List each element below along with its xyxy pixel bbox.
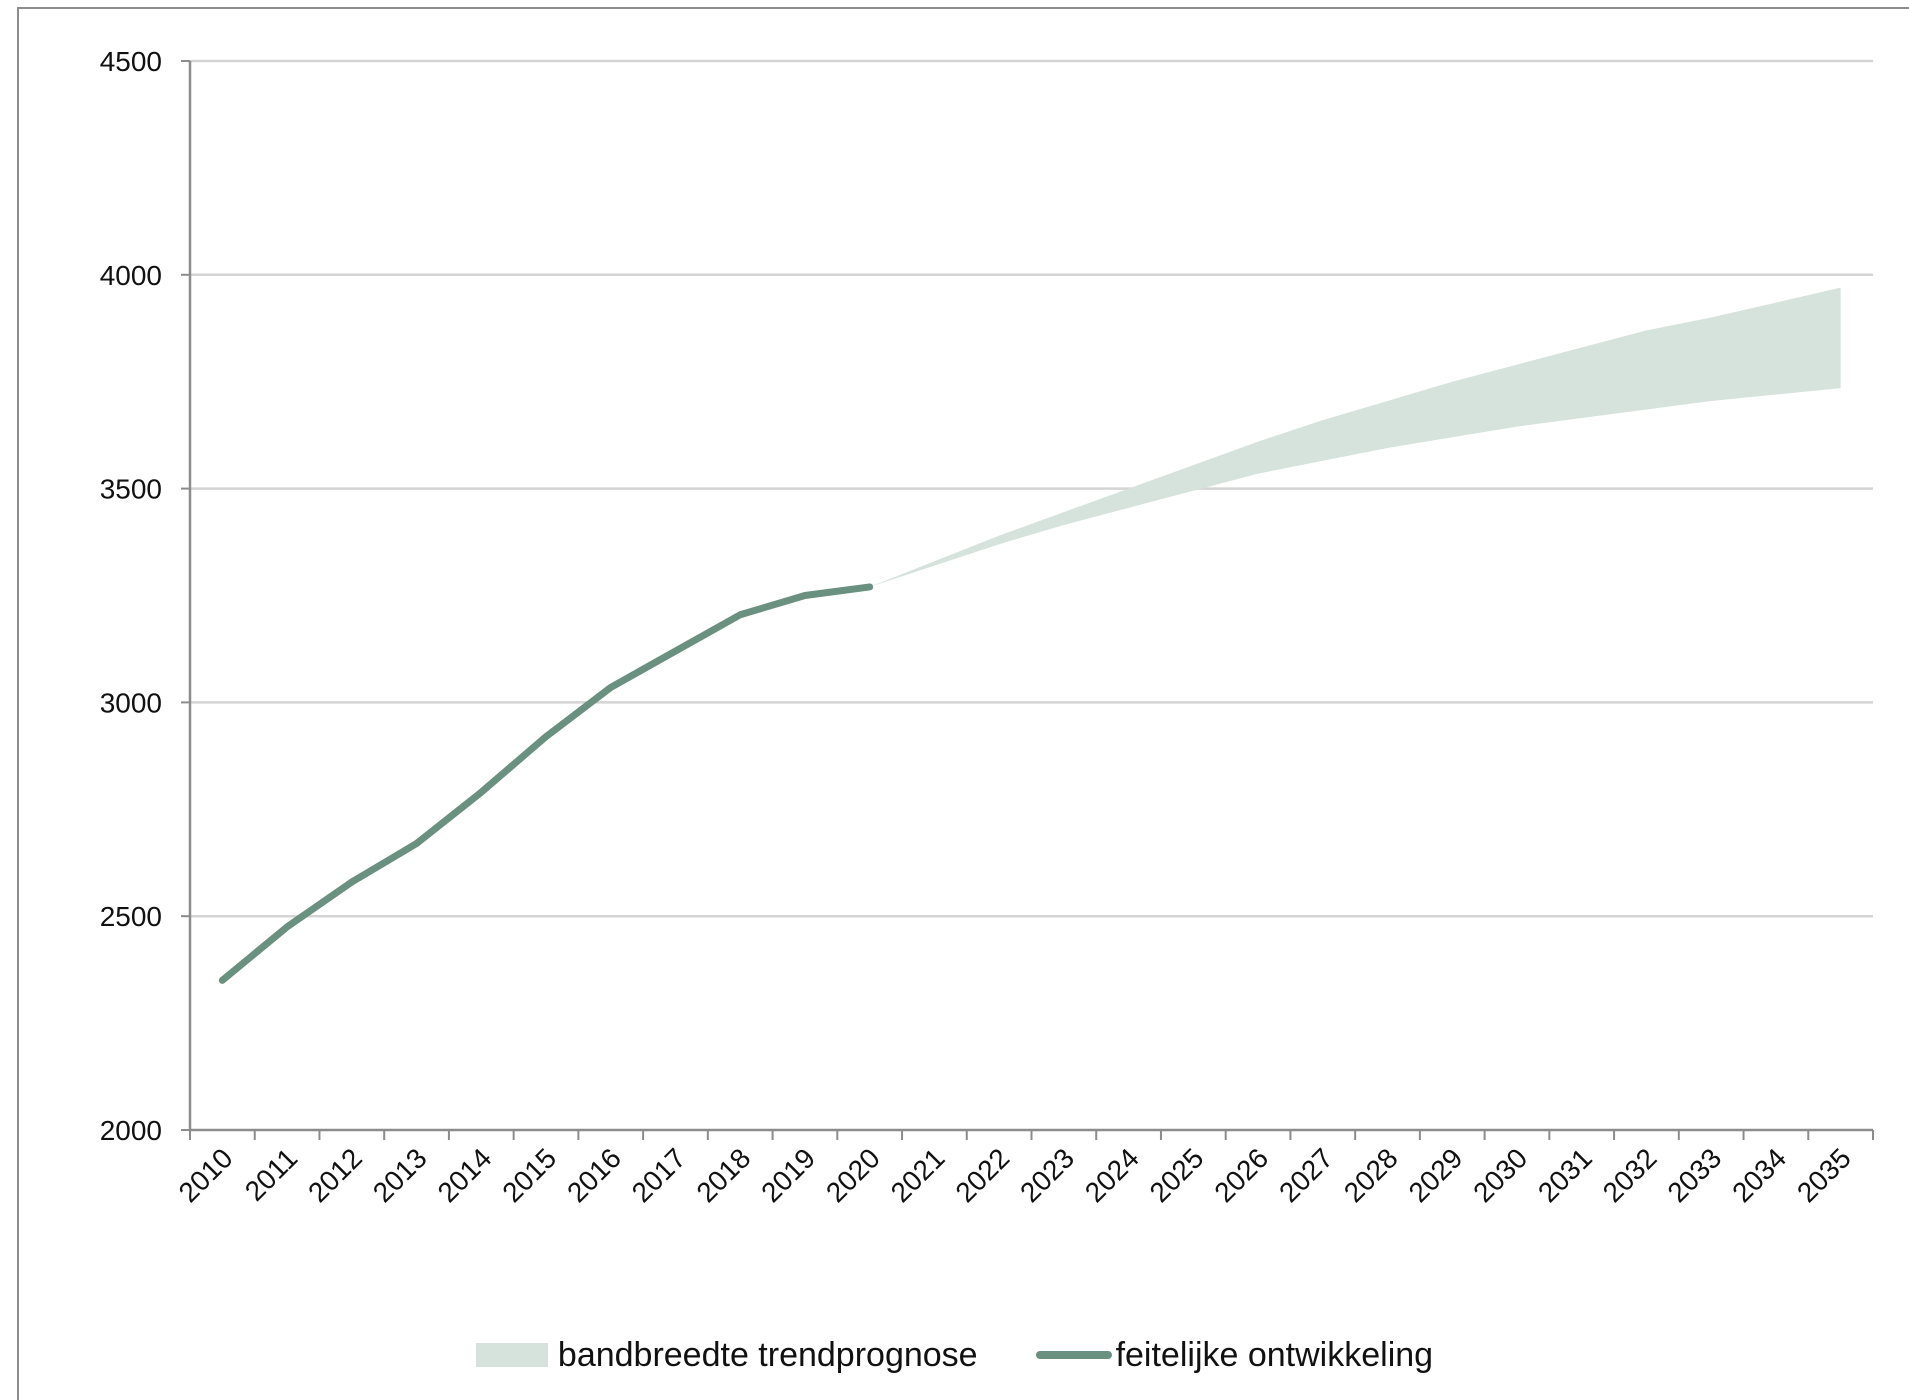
prognosis-band: [869, 287, 1841, 587]
x-tick-label-2024: 2024: [1079, 1142, 1145, 1208]
data-point-2015: [543, 733, 550, 740]
y-tick-label-3500: 3500: [100, 474, 162, 505]
x-tick-label-2029: 2029: [1403, 1142, 1469, 1208]
x-tick-label-2017: 2017: [626, 1142, 692, 1208]
x-tick-label-2035: 2035: [1791, 1142, 1857, 1208]
x-tick-label-2034: 2034: [1726, 1142, 1792, 1208]
x-tick-label-2033: 2033: [1661, 1142, 1727, 1208]
x-tick-label-2012: 2012: [302, 1142, 368, 1208]
legend-line-swatch: [1035, 1351, 1112, 1359]
legend-item-line: feitelijke ontwikkeling: [1035, 1335, 1434, 1375]
x-tick-label-2014: 2014: [432, 1142, 498, 1208]
x-tick-label-2023: 2023: [1014, 1142, 1080, 1208]
x-tick-label-2019: 2019: [755, 1142, 821, 1208]
actual-series: [218, 583, 874, 984]
legend-line-label: feitelijke ontwikkeling: [1115, 1335, 1434, 1374]
x-tick-label-2010: 2010: [173, 1142, 239, 1208]
data-point-2016: [607, 684, 614, 691]
x-axis-ticks: 2010 201120122013201420152016201720182019…: [173, 1130, 1874, 1208]
x-tick-label-2030: 2030: [1467, 1142, 1533, 1208]
x-tick-label-2027: 2027: [1273, 1142, 1339, 1208]
x-tick-label-2026: 2026: [1208, 1142, 1274, 1208]
x-tick-label-2013: 2013: [367, 1142, 433, 1208]
legend-band-swatch: [475, 1343, 548, 1367]
x-tick-label-2025: 2025: [1144, 1142, 1210, 1208]
y-tick-label-4500: 4500: [100, 46, 162, 77]
data-point-2011: [284, 923, 291, 930]
y-tick-label-4000: 4000: [100, 260, 162, 291]
legend-item-band: bandbreedte trendprognose: [475, 1335, 978, 1375]
axes: [188, 61, 1873, 1132]
x-tick-label-2011: 2011: [239, 1142, 304, 1207]
x-tick-label-2028: 2028: [1338, 1142, 1404, 1208]
data-point-2019: [801, 592, 808, 599]
legend: bandbreedte trendprognose feitelijke ont…: [0, 1333, 1909, 1377]
data-point-2018: [737, 611, 744, 618]
x-tick-label-2032: 2032: [1597, 1142, 1663, 1208]
gridlines: [190, 59, 1873, 918]
actual-line: [218, 583, 874, 984]
y-tick-label-2500: 2500: [100, 901, 162, 932]
x-tick-label-2021: 2021: [885, 1142, 951, 1208]
x-tick-label-2022: 2022: [949, 1142, 1015, 1208]
data-point-2014: [478, 789, 485, 796]
x-tick-label-2016: 2016: [561, 1142, 627, 1208]
data-point-2012: [348, 878, 355, 885]
data-point-2020: [866, 583, 873, 590]
data-point-2010: [219, 977, 226, 984]
x-tick-label-2031: 2031: [1532, 1142, 1598, 1208]
y-axis-ticks: 2000 2500 3000 3500 4000 4500: [100, 46, 190, 1146]
x-tick-label-2015: 2015: [496, 1142, 562, 1208]
band-area: [869, 287, 1841, 587]
legend-band-label: bandbreedte trendprognose: [557, 1335, 978, 1374]
data-point-2017: [672, 648, 679, 655]
x-tick-label-2020: 2020: [820, 1142, 886, 1208]
y-tick-label-2000: 2000: [100, 1115, 162, 1146]
x-tick-label-2018: 2018: [690, 1142, 756, 1208]
y-tick-label-3000: 3000: [100, 687, 162, 718]
chart-frame: [17, 7, 1909, 1400]
data-point-2013: [413, 840, 420, 847]
